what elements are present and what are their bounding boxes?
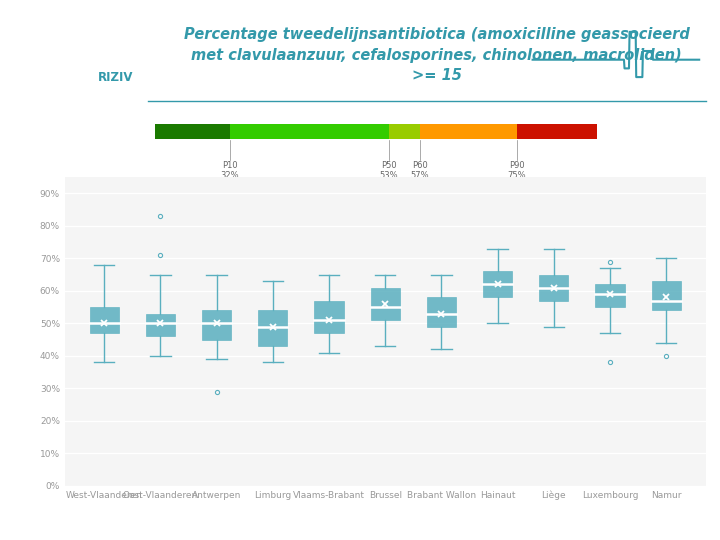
Bar xyxy=(517,124,597,139)
Text: P10
32%: P10 32% xyxy=(220,160,239,180)
Bar xyxy=(539,275,569,301)
Bar xyxy=(420,124,517,139)
Text: P90
75%: P90 75% xyxy=(508,160,526,180)
Bar xyxy=(427,298,456,327)
Bar xyxy=(89,307,119,333)
Bar xyxy=(483,272,512,298)
Text: P50
53%: P50 53% xyxy=(379,160,398,180)
Bar xyxy=(371,288,400,320)
Bar xyxy=(155,124,230,139)
Text: RIZIV: RIZIV xyxy=(99,71,134,84)
Bar xyxy=(202,310,231,340)
Bar xyxy=(595,285,625,307)
Bar xyxy=(315,301,343,333)
Bar xyxy=(145,314,175,336)
Bar xyxy=(230,124,389,139)
Text: P60
57%: P60 57% xyxy=(410,160,429,180)
Bar xyxy=(652,281,681,310)
Text: Percentage tweedelijnsantibiotica (amoxicilline geassocieerd
met clavulaanzuur, : Percentage tweedelijnsantibiotica (amoxi… xyxy=(184,28,690,83)
Bar xyxy=(258,310,287,346)
Bar xyxy=(389,124,420,139)
